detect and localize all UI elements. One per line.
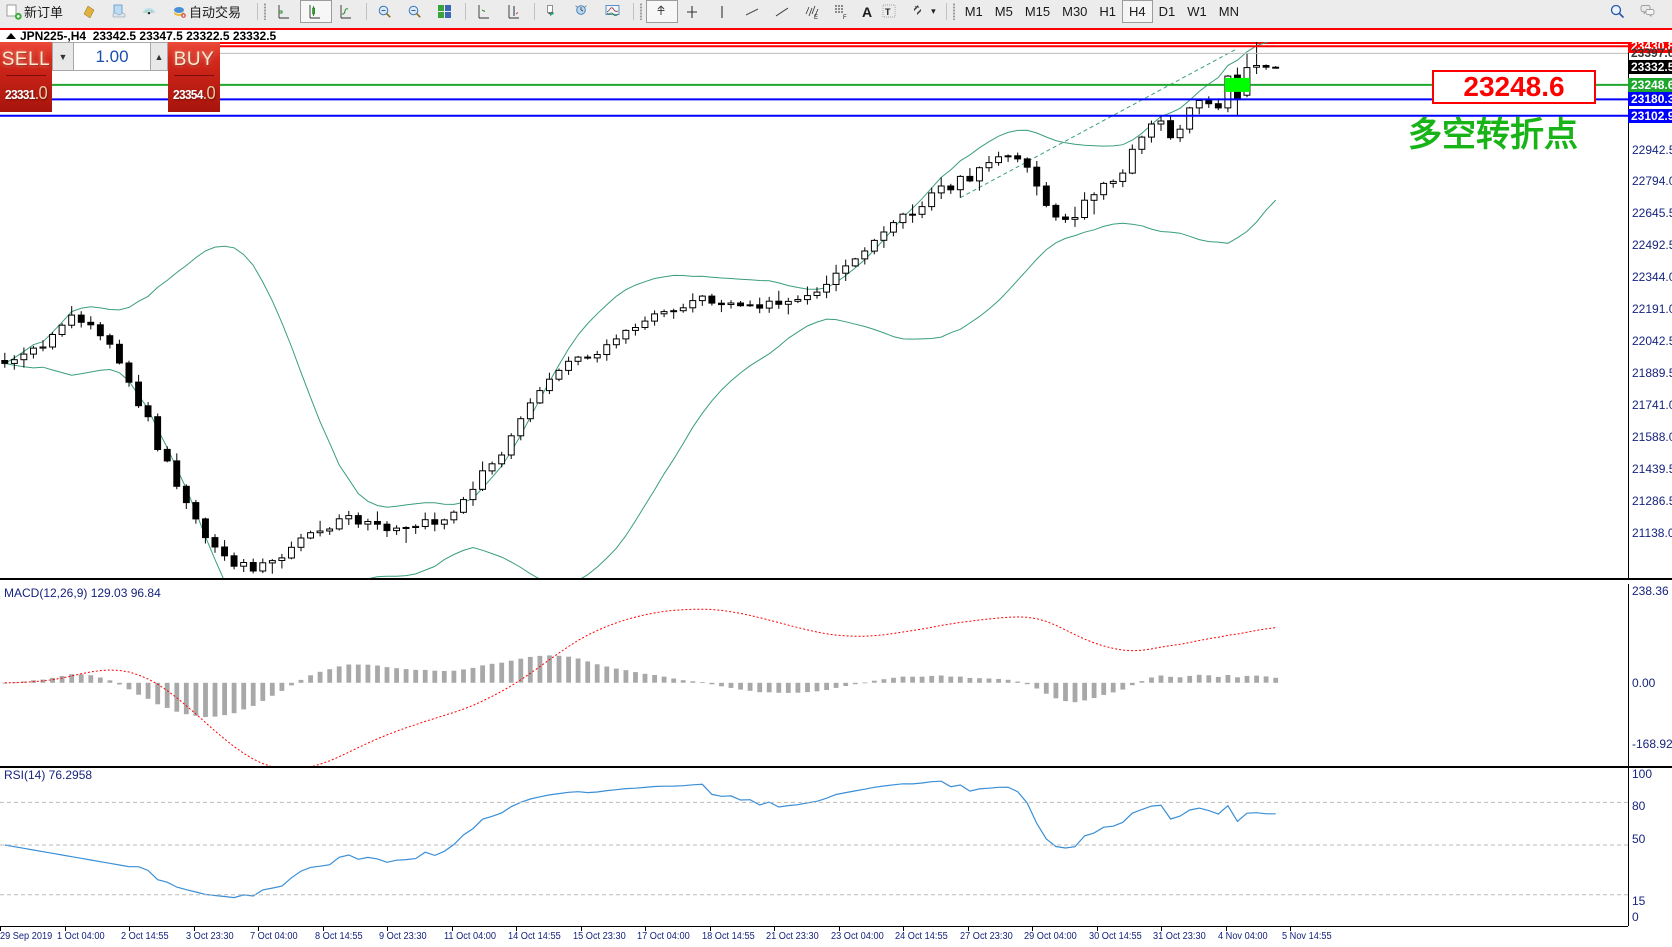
svg-text:T: T [885,7,891,17]
svg-text:F: F [843,15,847,20]
svg-text:E: E [814,15,818,20]
